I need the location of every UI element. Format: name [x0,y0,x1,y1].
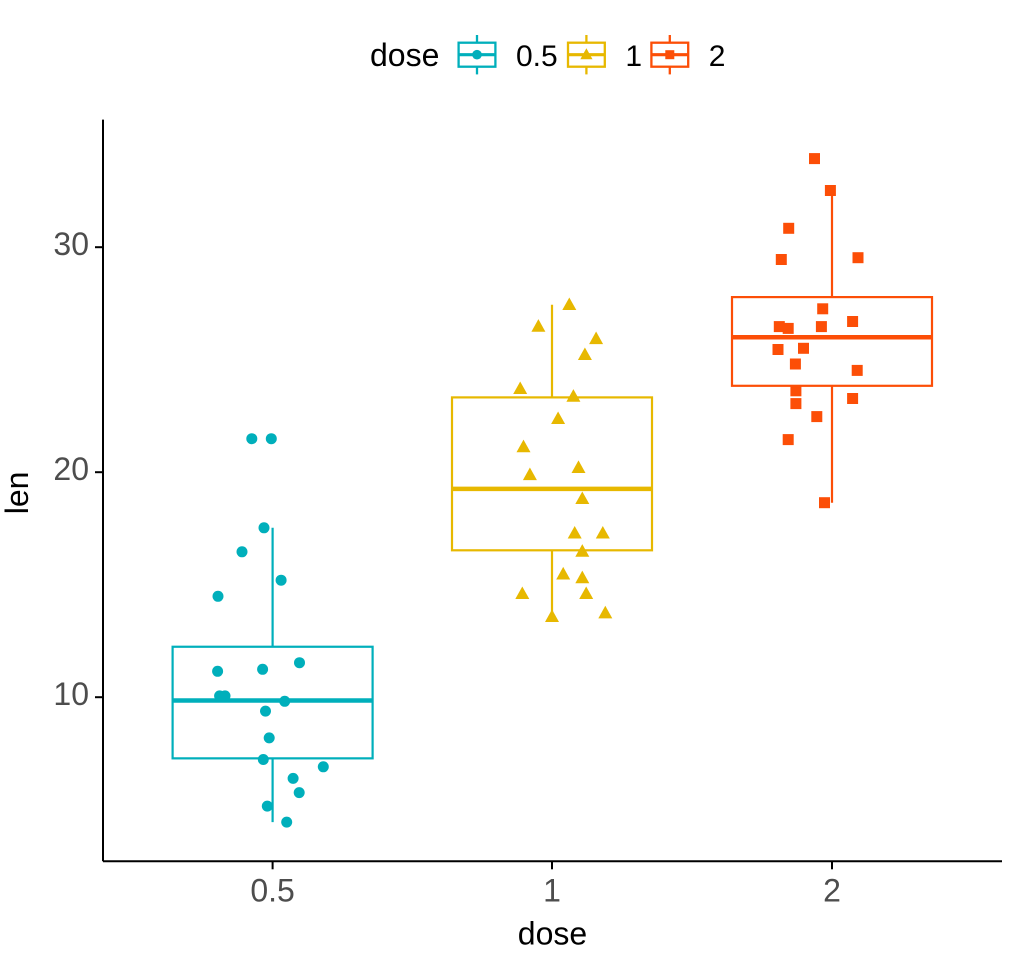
svg-text:2: 2 [709,40,726,73]
svg-text:30: 30 [53,226,89,262]
svg-text:len: len [0,472,35,515]
svg-text:2: 2 [823,872,841,908]
svg-text:10: 10 [53,676,89,712]
svg-text:dose: dose [518,915,587,951]
svg-text:1: 1 [543,872,561,908]
svg-text:20: 20 [53,451,89,487]
svg-text:0.5: 0.5 [250,872,294,908]
svg-text:1: 1 [625,40,642,73]
svg-text:0.5: 0.5 [516,40,558,73]
svg-text:dose: dose [370,37,439,73]
